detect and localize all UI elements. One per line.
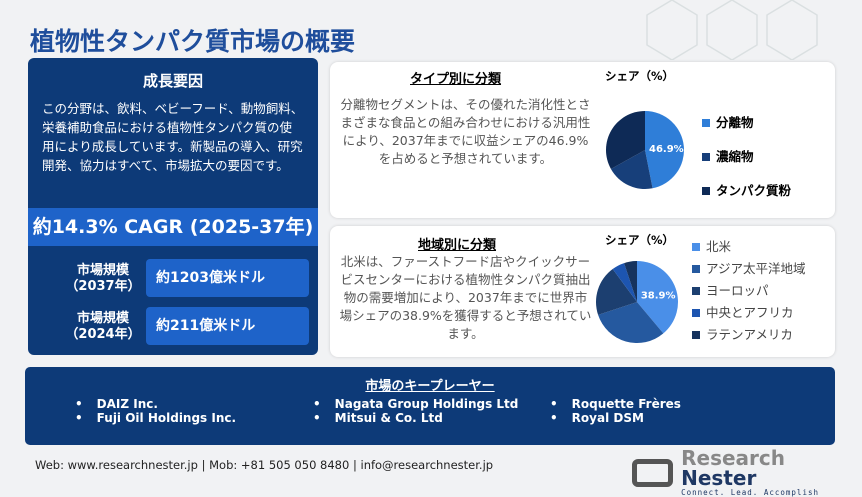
growth-heading: 成長要因	[142, 72, 203, 90]
growth-text: この分野は、飲料、ベビーフード、動物飼料、栄養補助食品における植物性タンパク質の…	[42, 101, 304, 173]
player-item: Fuji Oil Holdings Inc.	[75, 411, 236, 425]
market-size-2037-value: 約1203億米ドル	[146, 259, 309, 297]
market-size-2024-value: 約211億米ドル	[146, 307, 309, 345]
legend-item: ラテンアメリカ	[692, 324, 806, 346]
legend-label: ヨーロッパ	[706, 283, 769, 298]
player-item: DAIZ Inc.	[75, 397, 236, 411]
player-item: Nagata Group Holdings Ltd	[313, 397, 519, 411]
legend-swatch	[702, 119, 710, 127]
legend-item: アジア太平洋地域	[692, 258, 806, 280]
pie-slice-0	[637, 261, 678, 334]
players-heading: 市場のキープレーヤー	[365, 379, 495, 394]
type-heading: タイプ別に分類	[410, 72, 502, 87]
contact-footer: Web: www.researchnester.jp | Mob: +81 50…	[35, 458, 494, 472]
region-heading: 地域別に分類	[418, 238, 497, 253]
type-text: 分離物セグメントは、その優れた消化性とさまざまな食品との組み合わせにおける汎用性…	[340, 97, 591, 166]
player-item: Roquette Frères	[550, 397, 681, 411]
region-pie-chart: 38.9%	[596, 261, 678, 343]
market-size-2037-label: 市場規模 （2037年）	[65, 263, 141, 294]
type-legend: 分離物濃縮物タンパク質粉	[702, 106, 791, 208]
key-players-panel: 市場のキープレーヤー DAIZ Inc.Fuji Oil Holdings In…	[25, 367, 835, 445]
legend-swatch	[702, 153, 710, 161]
legend-label: タンパク質粉	[716, 183, 792, 198]
pie-slice-2	[596, 268, 637, 315]
legend-item: 濃縮物	[702, 140, 791, 174]
region-segment-card: 地域別に分類 北米は、ファーストフード店やクイックサービスセンターにおける植物性…	[330, 226, 835, 357]
legend-label: 中央とアフリカ	[706, 305, 794, 320]
legend-label: 北米	[706, 239, 732, 254]
legend-item: 北米	[692, 236, 806, 258]
legend-label: ラテンアメリカ	[706, 327, 793, 342]
pie-slice-4	[624, 261, 637, 302]
type-pie-chart: 46.9%	[606, 111, 684, 189]
pie-data-label: 46.9%	[649, 144, 684, 155]
region-share-label: シェア（%）	[605, 233, 675, 247]
player-item: Mitsui & Co. Ltd	[313, 411, 518, 425]
page-title: 植物性タンパク質市場の概要	[30, 27, 356, 56]
region-legend: 北米アジア太平洋地域 ヨーロッパ中央とアフリカ ラテンアメリカ	[692, 236, 806, 346]
legend-swatch	[702, 187, 710, 195]
pie-slice-1	[598, 302, 664, 343]
cagr-value: 約14.3% CAGR (2025-37年)	[28, 208, 318, 246]
legend-item: ヨーロッパ	[692, 280, 806, 302]
player-item: Royal DSM	[550, 411, 681, 425]
logo-mark-icon	[632, 458, 674, 487]
legend-swatch	[692, 265, 700, 273]
legend-swatch	[692, 309, 700, 317]
pie-slice-0	[645, 111, 684, 189]
pie-slice-2	[606, 111, 645, 170]
market-size-2024-label: 市場規模 （2024年）	[65, 311, 141, 342]
legend-item: タンパク質粉	[702, 174, 791, 208]
legend-label: 分離物	[716, 115, 754, 130]
legend-swatch	[692, 287, 700, 295]
legend-label: アジア太平洋地域	[706, 261, 806, 276]
legend-item: 中央とアフリカ	[692, 302, 806, 324]
logo-name-bold: Nester	[681, 466, 757, 490]
type-segment-card: タイプ別に分類 分離物セグメントは、その優れた消化性とさまざまな食品との組み合わ…	[330, 62, 835, 218]
logo-name: Research	[681, 446, 785, 470]
legend-label: 濃縮物	[716, 149, 754, 164]
region-text: 北米は、ファーストフード店やクイックサービスセンターにおける植物性タンパク質抽出…	[339, 254, 592, 341]
logo-tagline: Connect. Lead. Accomplish	[681, 488, 819, 497]
legend-item: 分離物	[702, 106, 791, 140]
pie-slice-1	[610, 150, 653, 189]
growth-panel: 成長要因 この分野は、飲料、ベビーフード、動物飼料、栄養補助食品における植物性タ…	[28, 58, 318, 355]
type-share-label: シェア（%）	[605, 69, 675, 83]
research-nester-logo: Research Nester Connect. Lead. Accomplis…	[632, 448, 862, 497]
pie-slice-3	[612, 263, 637, 302]
legend-swatch	[692, 331, 700, 339]
legend-swatch	[692, 243, 700, 251]
pie-data-label: 38.9%	[641, 290, 676, 301]
healthcare-icons-decoration	[646, 0, 818, 60]
